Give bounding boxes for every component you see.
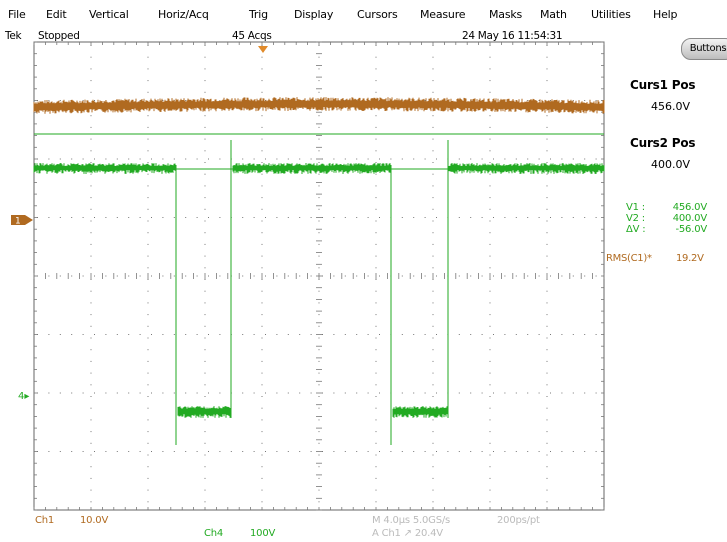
ch4-scale[interactable]: 100V	[250, 528, 276, 539]
menu-horiz-acq[interactable]: Horiz/Acq	[158, 8, 209, 21]
graticule	[33, 41, 605, 511]
v2-label: V2 :	[626, 213, 645, 224]
ch1-label[interactable]: Ch1	[35, 515, 55, 526]
ch1-marker-label: 1	[15, 217, 21, 226]
acquisition-count: 45 Acqs	[232, 30, 272, 42]
ch1-scale[interactable]: 10.0V	[80, 515, 109, 526]
menu-bar: File Edit Vertical Horiz/Acq Trig Displa…	[0, 0, 727, 28]
curs2-pos-value[interactable]: 400.0V	[650, 158, 690, 171]
ch4-waveform	[33, 140, 605, 445]
menu-help[interactable]: Help	[653, 8, 678, 21]
curs1-pos-title: Curs1 Pos	[630, 78, 696, 92]
measurement-label[interactable]: RMS(C1)*	[606, 253, 652, 264]
ch4-label[interactable]: Ch4	[204, 528, 224, 539]
ch1-waveform	[33, 97, 605, 114]
ch4-ground-marker-icon[interactable]: 4▸	[18, 391, 30, 402]
ch1-ground-marker-icon[interactable]: 1	[11, 215, 35, 225]
trigger-position-marker[interactable]	[258, 46, 268, 53]
timebase-readout[interactable]: M 4.0μs 5.0GS/s	[372, 515, 451, 526]
menu-display[interactable]: Display	[294, 8, 334, 21]
menu-trig[interactable]: Trig	[249, 8, 268, 21]
ch4-marker-label: 4	[18, 391, 25, 402]
menu-measure[interactable]: Measure	[420, 8, 466, 21]
cursor-readout-labels: V1 : V2 : ΔV :	[626, 202, 646, 235]
menu-file[interactable]: File	[8, 8, 26, 21]
dv-value: -56.0V	[675, 224, 707, 235]
buttons-button[interactable]: Buttons	[681, 38, 727, 60]
curs1-pos-value[interactable]: 456.0V	[650, 100, 690, 113]
v1-label: V1 :	[626, 202, 645, 213]
menu-math[interactable]: Math	[540, 8, 567, 21]
v1-value: 456.0V	[672, 202, 707, 213]
menu-utilities[interactable]: Utilities	[591, 8, 631, 21]
menu-masks[interactable]: Masks	[489, 8, 523, 21]
resolution-readout: 200ps/pt	[497, 515, 540, 526]
v2-value: 400.0V	[672, 213, 707, 224]
dv-label: ΔV :	[626, 224, 646, 235]
datetime: 24 May 16 11:54:31	[462, 30, 563, 42]
trigger-readout[interactable]: A Ch1 ↗ 20.4V	[372, 528, 443, 539]
menu-vertical[interactable]: Vertical	[89, 8, 129, 21]
brand-label: Tek	[5, 30, 22, 42]
measurement-value: 19.2V	[676, 253, 704, 264]
run-state: Stopped	[38, 30, 80, 42]
menu-cursors[interactable]: Cursors	[357, 8, 398, 21]
menu-edit[interactable]: Edit	[46, 8, 67, 21]
cursor-readout-values: 456.0V 400.0V -56.0V	[655, 202, 707, 235]
curs2-pos-title: Curs2 Pos	[630, 136, 696, 150]
